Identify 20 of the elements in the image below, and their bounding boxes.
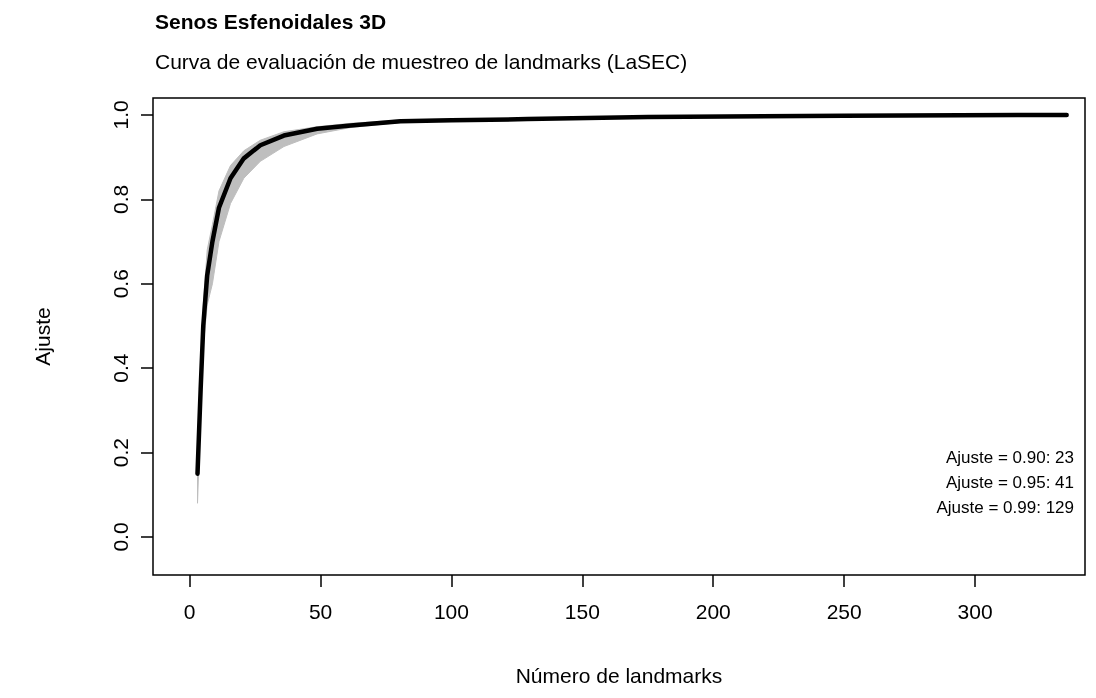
annotation: Ajuste = 0.95: 41: [945, 473, 1075, 492]
x-tick-label: 100: [433, 600, 469, 623]
y-tick-label: 0.0: [109, 522, 132, 552]
annotation: Ajuste = 0.99: 129: [936, 498, 1075, 517]
x-tick-label: 250: [826, 600, 862, 623]
chart-title: Senos Esfenoidales 3D: [155, 10, 387, 33]
annotation: Ajuste = 0.90: 23: [945, 448, 1075, 467]
x-tick-label: 200: [695, 600, 731, 623]
y-tick-label: 1.0: [109, 100, 132, 130]
chart-subtitle: Curva de evaluación de muestreo de landmarks (LaSEC): [155, 50, 688, 73]
y-axis-title: Ajuste: [31, 307, 54, 366]
y-tick-label: 0.2: [109, 437, 132, 468]
x-tick-label: 50: [308, 600, 333, 623]
x-tick-label: 150: [564, 600, 600, 623]
x-tick-label: 0: [183, 600, 196, 623]
y-tick-label: 0.4: [109, 353, 132, 383]
x-axis-title: Número de landmarks: [515, 664, 723, 687]
x-tick-label: 300: [957, 600, 993, 623]
y-tick-label: 0.8: [109, 184, 132, 214]
y-tick-label: 0.6: [109, 269, 132, 299]
